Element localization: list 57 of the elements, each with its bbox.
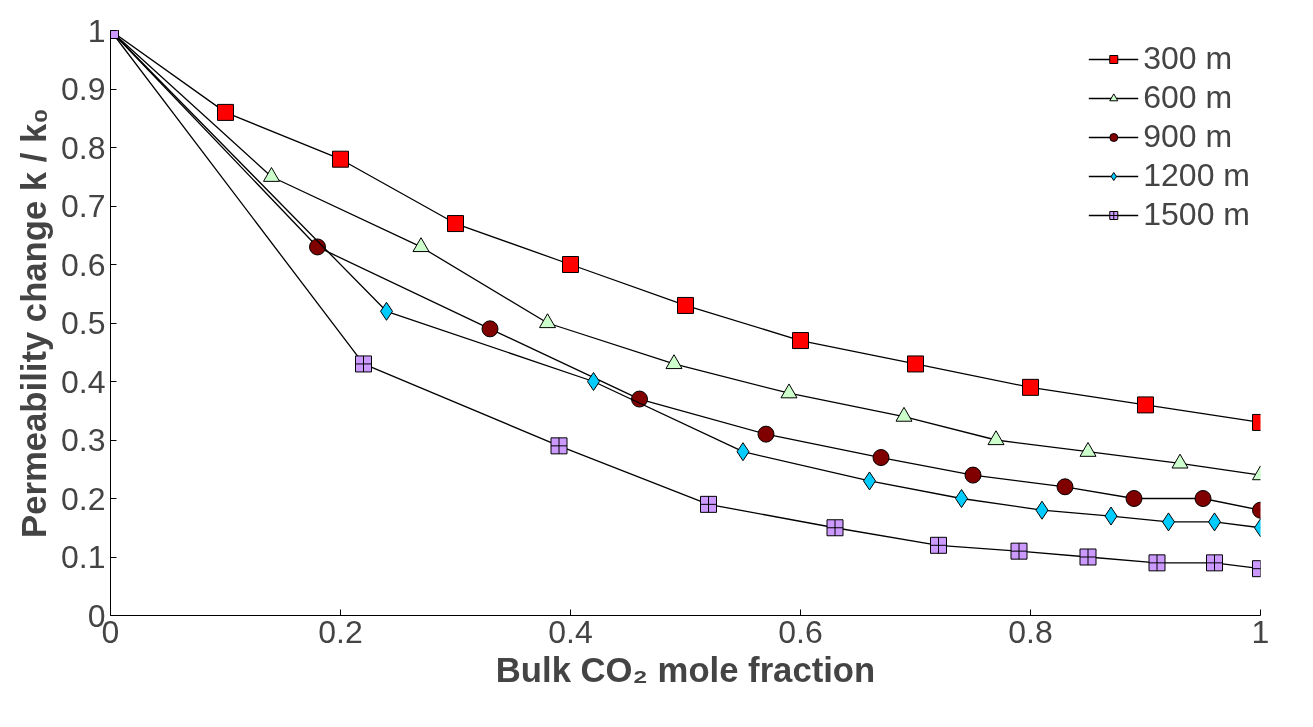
point — [447, 215, 464, 233]
point — [1104, 506, 1118, 526]
y-axis-title: Permeability change k / k₀ — [15, 108, 54, 538]
point — [1194, 490, 1212, 507]
y-tick-label: 0.8 — [61, 129, 106, 166]
legend-label: 600 m — [1143, 79, 1233, 116]
y-tick-label: 0.6 — [61, 246, 106, 283]
point — [792, 332, 809, 350]
y-tick-label: 0.1 — [61, 539, 106, 575]
x-tick-label: 0.8 — [1008, 613, 1053, 650]
point — [355, 355, 372, 373]
x-axis-title: Bulk CO₂ mole fraction — [495, 650, 876, 689]
x-tick-label: 0.2 — [318, 613, 363, 650]
point — [550, 437, 568, 455]
point — [987, 430, 1005, 446]
point — [562, 256, 579, 273]
point — [481, 320, 499, 338]
x-tick-label: 0.6 — [778, 613, 823, 650]
point — [677, 296, 694, 314]
point — [631, 390, 648, 408]
x-tick-label: 0.4 — [548, 613, 593, 650]
legend-label: 1500 m — [1143, 196, 1250, 233]
point — [964, 466, 982, 484]
point — [1125, 490, 1143, 507]
point — [412, 237, 430, 253]
point — [539, 313, 556, 329]
x-tick-label: 1 — [1251, 613, 1270, 650]
y-tick-label: 0.4 — [61, 363, 106, 400]
point — [665, 354, 683, 370]
point — [930, 536, 947, 554]
point — [1079, 548, 1097, 566]
y-tick-label: 0.5 — [61, 305, 106, 341]
y-tick-label: 0.2 — [61, 480, 106, 517]
point — [780, 383, 798, 399]
point — [1137, 396, 1154, 414]
point — [736, 442, 750, 462]
legend-label: 1200 m — [1143, 157, 1250, 194]
point — [872, 449, 890, 467]
legend-label: 300 m — [1143, 40, 1233, 77]
point — [1022, 378, 1039, 396]
legend-label: 900 m — [1143, 118, 1233, 155]
y-tick-label: 0.9 — [61, 71, 106, 107]
point — [1206, 554, 1223, 572]
point — [757, 425, 775, 443]
point — [332, 150, 349, 168]
y-tick-label: 0.7 — [61, 188, 106, 224]
point — [263, 167, 280, 182]
point — [1035, 500, 1049, 520]
y-tick-label: 1 — [87, 12, 106, 49]
point — [1010, 542, 1028, 560]
point — [907, 355, 924, 373]
point — [217, 103, 234, 121]
point — [700, 495, 717, 513]
point — [1056, 478, 1074, 496]
y-tick-label: 0.3 — [61, 422, 106, 458]
point — [826, 519, 844, 537]
point — [1148, 554, 1166, 572]
